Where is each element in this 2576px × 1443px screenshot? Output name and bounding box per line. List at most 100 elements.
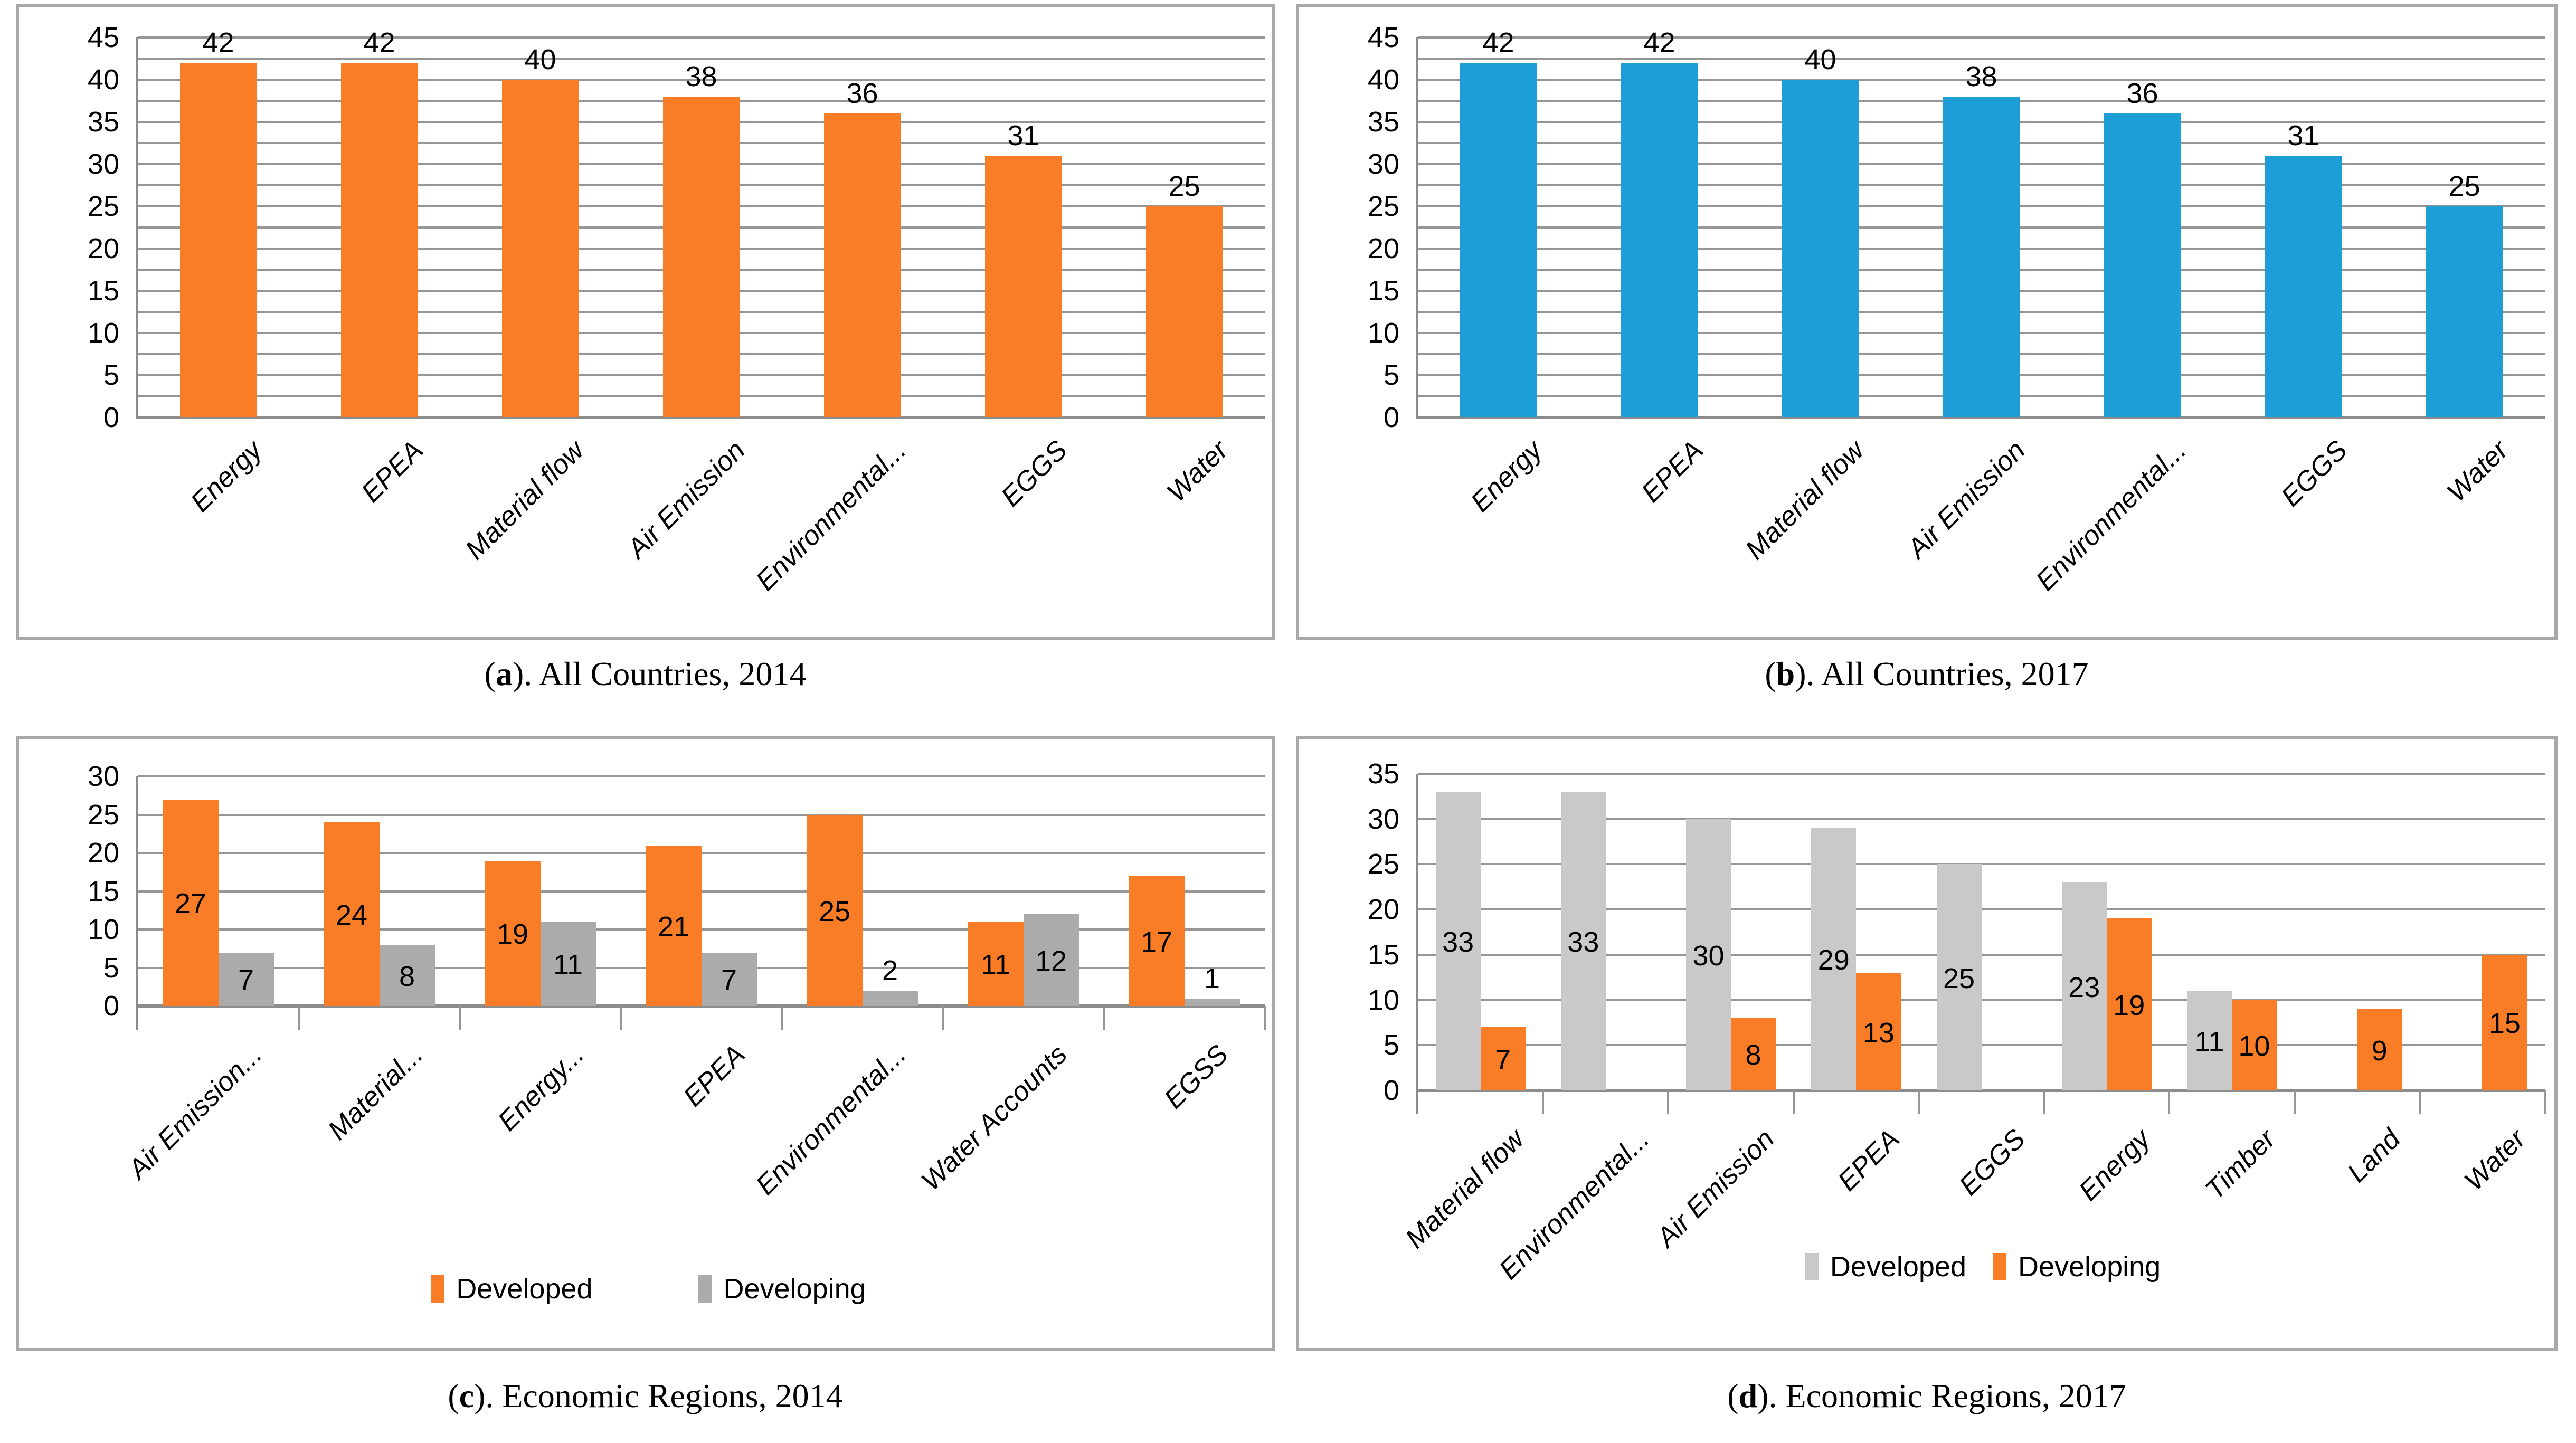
bar-a-all countries 2014-1: [180, 63, 257, 417]
y-tick-label-a: 35: [87, 106, 119, 138]
bar-c-developing-3: [540, 922, 596, 1006]
bar-a-all countries 2014-5: [824, 113, 901, 417]
data-label-d-4: 29: [1817, 944, 1850, 976]
x-tick-d: [2043, 1090, 2045, 1114]
bar-c-developing-6: [1023, 914, 1079, 1006]
gridline-d: [1418, 953, 2545, 956]
x-tick-c: [298, 1006, 300, 1030]
data-label-c-4: 7: [721, 964, 737, 996]
caption-b-open: (: [1765, 655, 1776, 692]
caption-a-rest: ). All Countries, 2014: [512, 655, 807, 692]
caption-b-rest: ). All Countries, 2017: [1795, 655, 2089, 692]
data-label-d-7: 10: [2238, 1030, 2270, 1062]
caption-d-letter: d: [1738, 1377, 1758, 1414]
data-label-a-7: 25: [1168, 170, 1200, 202]
data-label-d-6: 23: [2068, 971, 2100, 1003]
gridline-c: [138, 813, 1265, 816]
data-label-a-6: 31: [1007, 120, 1039, 151]
y-tick-label-c: 0: [103, 990, 119, 1022]
gridline-c: [138, 928, 1265, 931]
y-tick-label-a: 5: [103, 359, 119, 391]
data-label-a-1: 42: [202, 27, 234, 59]
bar-c-developing-2: [379, 945, 435, 1006]
data-label-d-1: 33: [1442, 926, 1474, 958]
data-label-a-3: 40: [524, 44, 556, 75]
data-label-c-5: 2: [882, 955, 898, 986]
y-tick-label-b: 25: [1367, 191, 1399, 222]
y-axis-line-d: [1416, 774, 1418, 1114]
x-tick-d: [1667, 1090, 1670, 1114]
bar-d-developed-1: [1435, 792, 1481, 1090]
y-tick-label-d: 30: [1367, 803, 1399, 835]
plot-area-c: 27 24 19 21 25 11 17 7 8 11 7 2 12 1: [136, 775, 1266, 1030]
x-tick-d: [2544, 1090, 2546, 1114]
bar-d-developing-1: [1480, 1027, 1526, 1090]
y-tick-label-d: 5: [1383, 1029, 1399, 1061]
y-axis-line-b: [1416, 37, 1418, 417]
gridline-c: [138, 852, 1265, 854]
data-label-c-6: 12: [1035, 945, 1067, 977]
y-tick-label-a: 25: [87, 191, 119, 222]
y-tick-label-d: 15: [1367, 938, 1399, 971]
bar-d-developing-3: [1731, 1018, 1776, 1090]
data-label-d-3: 30: [1692, 939, 1725, 972]
x-tick-c: [1264, 1006, 1266, 1030]
y-tick-label-a: 0: [103, 402, 119, 433]
gridline-c: [138, 775, 1265, 777]
y-tick-label-d: 0: [1383, 1075, 1399, 1106]
bar-b-all countries 2017-7: [2426, 206, 2503, 417]
y-tick-label-b: 45: [1367, 22, 1399, 53]
legend-d: Developed Developing: [1352, 1250, 2576, 1283]
data-label-b-1: 42: [1482, 27, 1514, 59]
y-tick-label-a: 30: [87, 148, 119, 180]
bar-d-developed-7: [2186, 991, 2232, 1090]
bar-d-developing-6: [2106, 918, 2152, 1090]
x-axis-line-d: [1416, 1089, 2545, 1092]
bar-a-all countries 2014-2: [341, 63, 418, 417]
data-label-d-3: 8: [1745, 1039, 1761, 1071]
gridline-b: [1418, 79, 2545, 81]
caption-d-open: (: [1727, 1377, 1739, 1414]
data-label-c-1: 27: [174, 888, 207, 920]
caption-d-rest: ). Economic Regions, 2017: [1757, 1377, 2126, 1414]
caption-b: (b). All Countries, 2017: [1296, 645, 2558, 703]
bar-c-developed-4: [646, 845, 702, 1006]
bar-d-developed-6: [2061, 882, 2107, 1090]
caption-b-letter: b: [1776, 655, 1795, 692]
caption-c-rest: ). Economic Regions, 2014: [474, 1377, 843, 1414]
bar-d-developing-8: [2357, 1009, 2402, 1090]
legend-entry-developing: Developing: [698, 1273, 866, 1305]
gridline-b: [1418, 36, 2545, 39]
y-tick-label-d: 25: [1367, 848, 1399, 880]
x-tick-d: [1792, 1090, 1795, 1114]
bar-a-all countries 2014-7: [1146, 206, 1223, 417]
gridline-d: [1418, 908, 2545, 911]
legend-label-developed: Developed: [1830, 1251, 1966, 1283]
gridline-b: [1418, 58, 2545, 60]
y-tick-label-d: 10: [1367, 984, 1399, 1016]
data-label-d-4: 13: [1862, 1017, 1895, 1049]
x-axis-line-b: [1416, 416, 2545, 419]
data-label-d-8: 9: [2371, 1034, 2388, 1067]
y-tick-label-c: 5: [103, 952, 119, 984]
y-tick-label-b: 30: [1367, 148, 1399, 180]
legend-c: Developed Developing: [19, 1273, 1278, 1305]
bar-c-developing-4: [701, 952, 757, 1006]
y-tick-label-b: 20: [1367, 233, 1399, 264]
data-label-b-4: 38: [1965, 61, 1997, 92]
data-label-c-4: 21: [657, 910, 690, 943]
bar-b-all countries 2017-1: [1460, 63, 1537, 417]
bar-c-developed-2: [324, 822, 380, 1006]
data-label-b-7: 25: [2448, 170, 2480, 202]
legend-label-developing: Developing: [2018, 1251, 2161, 1283]
gridline-a: [138, 58, 1265, 60]
x-tick-d: [2418, 1090, 2421, 1114]
legend-entry-developing: Developing: [1993, 1250, 2161, 1283]
y-tick-label-b: 40: [1367, 64, 1399, 96]
y-tick-label-c: 15: [87, 875, 119, 907]
data-label-d-9: 15: [2488, 1008, 2521, 1040]
data-label-d-1: 7: [1495, 1044, 1511, 1076]
y-tick-label-b: 0: [1383, 402, 1399, 433]
caption-c: (c). Economic Regions, 2014: [16, 1367, 1275, 1425]
legend-entry-developed: Developed: [1804, 1250, 1966, 1283]
